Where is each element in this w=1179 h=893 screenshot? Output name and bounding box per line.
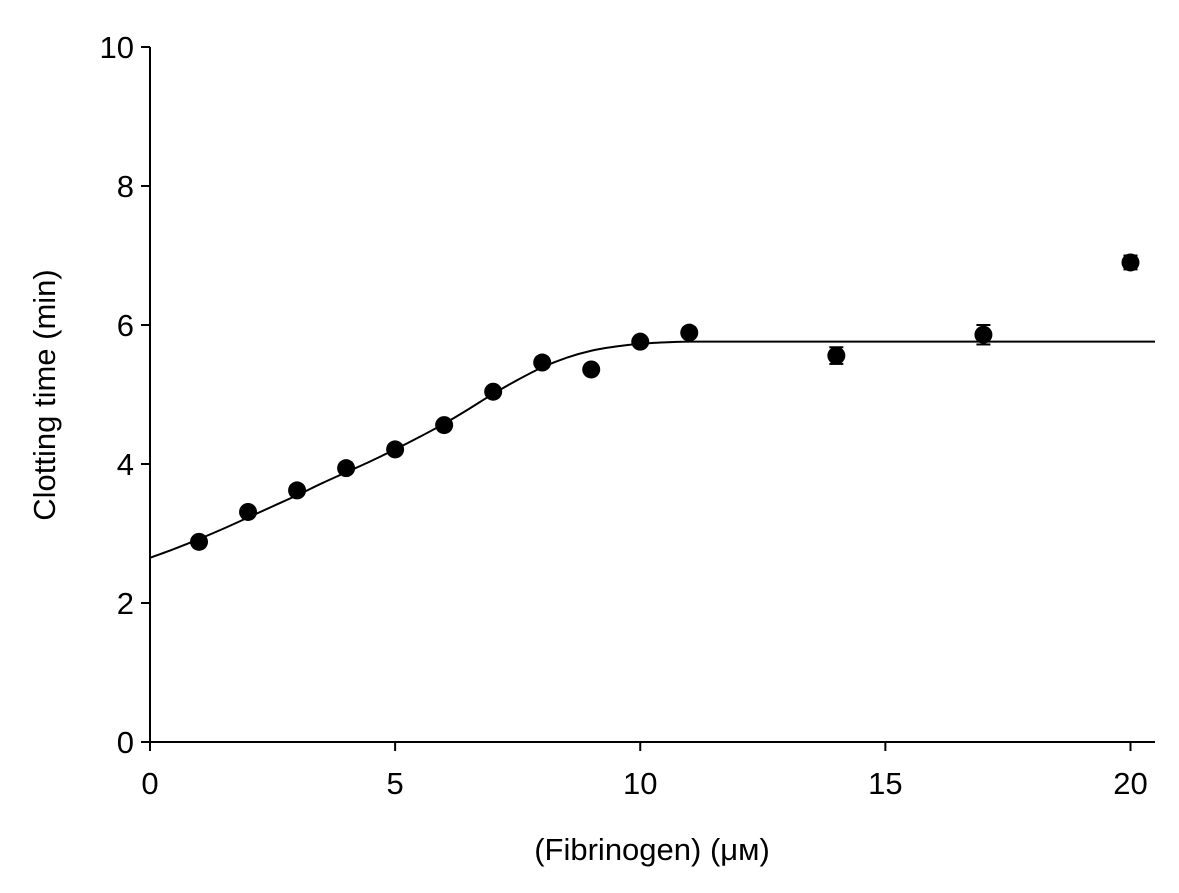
fit-curve xyxy=(149,340,1155,559)
x-tick-label-1: 5 xyxy=(386,766,403,801)
data-point xyxy=(680,323,699,342)
data-point xyxy=(435,416,454,435)
data-point xyxy=(827,346,846,365)
y-tick-label-1: 2 xyxy=(117,586,134,621)
data-points xyxy=(190,253,1140,551)
data-point xyxy=(190,532,209,551)
data-point xyxy=(582,360,601,379)
axes xyxy=(149,47,1155,743)
data-point xyxy=(288,481,307,500)
data-point xyxy=(631,332,650,351)
y-tick-label-5: 10 xyxy=(100,30,134,65)
ticks: 0 5 10 15 20 0 2 4 6 8 10 xyxy=(100,30,1148,801)
y-tick-label-4: 8 xyxy=(117,169,134,204)
data-point xyxy=(974,325,993,344)
data-point xyxy=(1121,253,1140,272)
data-point xyxy=(337,459,356,478)
y-axis-title: Clotting time (min) xyxy=(27,269,62,521)
x-tick-label-3: 15 xyxy=(868,766,902,801)
data-point xyxy=(386,440,405,459)
y-tick-label-0: 0 xyxy=(117,725,134,760)
x-tick-label-0: 0 xyxy=(141,766,158,801)
x-tick-label-2: 10 xyxy=(623,766,657,801)
data-point xyxy=(484,382,503,401)
y-tick-label-2: 4 xyxy=(117,447,134,482)
x-axis-title: (Fibrinogen) (μм) xyxy=(534,832,770,867)
x-tick-label-4: 20 xyxy=(1113,766,1147,801)
data-point xyxy=(533,353,552,372)
data-point xyxy=(239,502,258,521)
y-tick-label-3: 6 xyxy=(117,308,134,343)
